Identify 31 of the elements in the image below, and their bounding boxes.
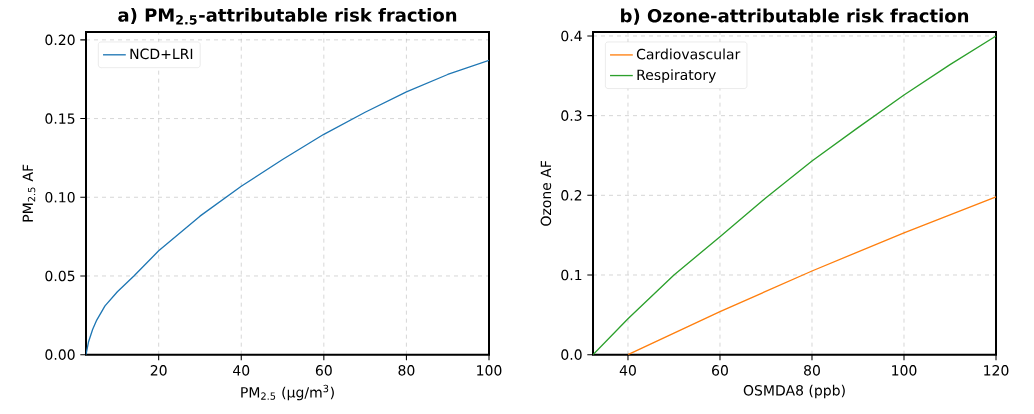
chart-title: a) PM$_{2.5}$-attributable risk fraction bbox=[118, 7, 457, 25]
y-tick-label: 0.2 bbox=[561, 190, 582, 201]
line-series bbox=[627, 196, 997, 355]
line-series bbox=[593, 35, 997, 355]
legend-label: Respiratory bbox=[637, 69, 716, 83]
x-tick-label: 60 bbox=[315, 365, 332, 376]
x-tick-label: 80 bbox=[804, 365, 820, 376]
y-tick-label: 0.00 bbox=[45, 349, 75, 360]
x-tick-label: 40 bbox=[619, 365, 636, 376]
x-tick-label: 20 bbox=[150, 365, 167, 376]
x-tick-label: 80 bbox=[398, 365, 415, 376]
y-axis-title: PM$_{2.5}$ AF bbox=[22, 164, 36, 222]
x-tick-label: 100 bbox=[477, 365, 502, 376]
x-axis-title: PM$_{2.5}$ (μg/m$^{3}$) bbox=[241, 384, 334, 401]
y-tick-label: 0.1 bbox=[561, 269, 582, 281]
legend-label: NCD+LRI bbox=[130, 48, 193, 60]
y-tick-label: 0.10 bbox=[45, 191, 75, 203]
x-axis-title: OSMDA8 (ppb) bbox=[743, 384, 845, 399]
legend-label: Cardiovascular bbox=[636, 48, 741, 60]
y-tick-label: 0.05 bbox=[45, 270, 75, 282]
y-tick-label: 0.4 bbox=[561, 30, 582, 42]
x-tick-label: 100 bbox=[892, 365, 917, 376]
y-tick-label: 0.0 bbox=[561, 349, 582, 360]
chart-title: b) Ozone-attributable risk fraction bbox=[621, 8, 969, 25]
y-tick-label: 0.20 bbox=[45, 34, 75, 46]
y-tick-label: 0.15 bbox=[45, 113, 75, 124]
x-tick-label: 120 bbox=[984, 365, 1009, 376]
x-tick-label: 60 bbox=[712, 365, 728, 376]
y-axis-title: Ozone AF bbox=[540, 160, 552, 226]
x-tick-label: 40 bbox=[233, 365, 250, 376]
y-tick-label: 0.3 bbox=[561, 110, 582, 121]
